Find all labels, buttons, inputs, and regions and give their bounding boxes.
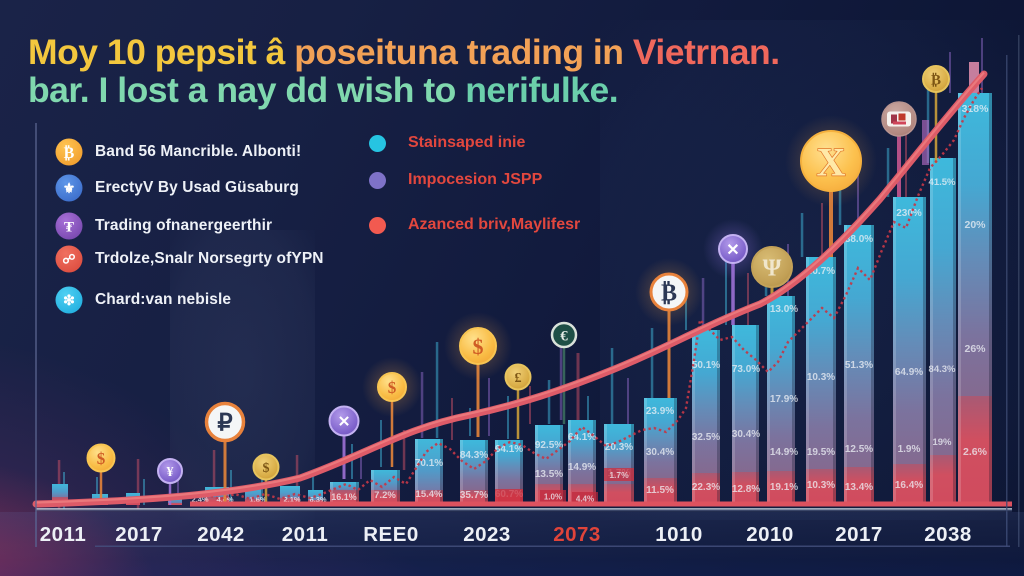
svg-text:1.0%: 1.0% [544,493,562,502]
svg-text:20.3%: 20.3% [605,442,633,453]
svg-text:35.7%: 35.7% [460,490,488,501]
svg-text:2011: 2011 [40,523,86,546]
svg-text:€: € [560,328,568,344]
svg-text:1.7%: 1.7% [609,470,629,480]
svg-text:2038: 2038 [924,523,972,546]
svg-text:26%: 26% [964,343,986,355]
svg-text:2010: 2010 [746,523,794,546]
svg-text:₿: ₿ [661,281,677,307]
svg-text:70.1%: 70.1% [415,458,443,469]
svg-text:4.4%: 4.4% [576,495,594,504]
svg-text:2017: 2017 [115,523,163,546]
svg-text:Ψ: Ψ [763,256,782,282]
svg-text:1.9%: 1.9% [898,444,921,455]
svg-text:318%: 318% [962,103,990,115]
svg-text:1010: 1010 [655,523,703,546]
svg-text:20%: 20% [964,219,986,231]
svg-text:12.8%: 12.8% [732,484,760,495]
svg-text:64.1%: 64.1% [495,444,523,455]
svg-text:41.5%: 41.5% [929,177,956,188]
svg-text:$: $ [388,378,397,397]
svg-text:2.6%: 2.6% [963,446,988,458]
svg-text:16.1%: 16.1% [331,492,357,502]
svg-text:⚜: ⚜ [63,182,76,197]
svg-text:13.4%: 13.4% [845,482,873,493]
svg-text:50.1%: 50.1% [692,360,720,371]
svg-text:19.1%: 19.1% [770,482,798,493]
svg-text:₿: ₿ [64,144,75,162]
svg-text:84.3%: 84.3% [460,450,488,461]
svg-text:₿: ₿ [931,72,941,88]
svg-text:2017: 2017 [835,523,883,546]
svg-text:$: $ [263,461,270,476]
svg-text:30.4%: 30.4% [732,429,760,440]
svg-text:14.9%: 14.9% [568,462,596,473]
svg-text:64.9%: 64.9% [895,367,923,378]
svg-text:92.5%: 92.5% [535,440,563,451]
svg-text:☍: ☍ [62,252,75,267]
svg-text:17.9%: 17.9% [770,394,798,405]
svg-text:₽: ₽ [217,411,232,437]
svg-text:38.0%: 38.0% [845,234,873,245]
svg-text:$: $ [473,334,484,359]
svg-text:15.4%: 15.4% [416,489,443,500]
svg-text:REE0: REE0 [363,523,419,546]
svg-text:1.6%: 1.6% [249,495,266,504]
svg-text:¥: ¥ [167,465,174,480]
svg-text:2042: 2042 [197,523,245,546]
svg-text:6.3%: 6.3% [309,495,326,504]
svg-text:2011: 2011 [282,523,328,546]
svg-text:51.3%: 51.3% [845,360,873,371]
svg-text:13.0%: 13.0% [770,304,798,315]
svg-text:14.9%: 14.9% [770,447,798,458]
svg-text:19%: 19% [932,437,952,448]
svg-text:13.5%: 13.5% [535,469,563,480]
svg-text:₮: ₮ [64,219,74,235]
svg-text:Χ: Χ [817,139,846,184]
svg-text:84.3%: 84.3% [929,364,956,375]
svg-text:22.3%: 22.3% [692,482,720,493]
svg-text:✕: ✕ [726,242,739,259]
svg-text:10.3%: 10.3% [807,480,835,491]
svg-text:64.1%: 64.1% [568,432,596,443]
svg-text:230%: 230% [896,208,922,219]
svg-text:19.5%: 19.5% [807,447,835,458]
svg-text:2.4%: 2.4% [191,495,208,504]
svg-text:£: £ [515,371,522,386]
svg-text:30.4%: 30.4% [646,447,674,458]
svg-text:12.5%: 12.5% [845,444,873,455]
svg-text:32.5%: 32.5% [692,432,720,443]
svg-text:2023: 2023 [463,523,511,546]
svg-text:2.1%: 2.1% [283,495,300,504]
svg-text:2073: 2073 [553,523,601,546]
svg-text:✕: ✕ [338,414,351,430]
svg-text:7.2%: 7.2% [374,490,396,501]
svg-text:16.4%: 16.4% [895,480,923,491]
svg-text:11.5%: 11.5% [646,485,674,496]
svg-text:73.0%: 73.0% [732,364,760,375]
svg-text:10.3%: 10.3% [807,372,835,383]
svg-text:23.9%: 23.9% [646,406,674,417]
svg-text:$: $ [97,449,106,468]
svg-text:40.7%: 40.7% [807,266,835,277]
svg-text:❇: ❇ [63,294,75,309]
